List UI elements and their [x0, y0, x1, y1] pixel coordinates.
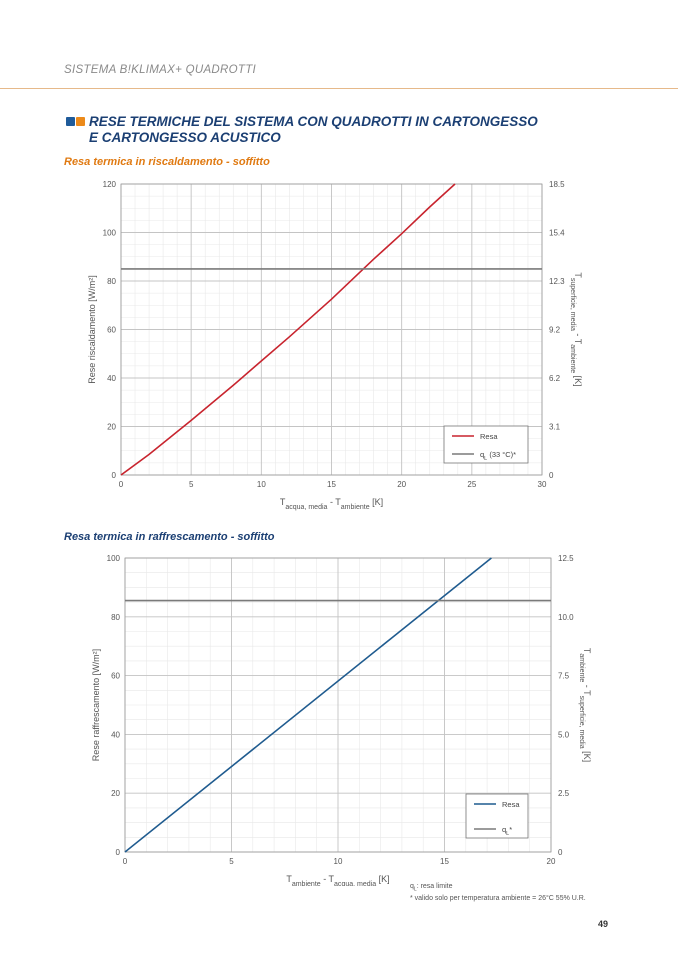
- x-axis-label: Tacqua, media - Tambiente [K]: [280, 497, 383, 511]
- y-tick-label: 40: [107, 374, 116, 383]
- x-tick-label: 10: [334, 857, 343, 866]
- y2-tick-label: 2.5: [558, 789, 570, 798]
- header-divider: [0, 88, 678, 89]
- y2-axis-label: Tambiente - Tsuperficie, media [K]: [579, 648, 593, 762]
- y-tick-label: 100: [107, 554, 121, 563]
- y2-tick-label: 6.2: [549, 374, 561, 383]
- y-tick-label: 80: [107, 277, 116, 286]
- x-tick-label: 5: [189, 480, 194, 489]
- y2-tick-label: 0: [558, 848, 563, 857]
- y2-tick-label: 0: [549, 471, 554, 480]
- y-axis-label: Rese riscaldamento [W/m²]: [87, 275, 97, 384]
- x-tick-label: 20: [397, 480, 406, 489]
- legend-box: [443, 425, 529, 464]
- cooling-chart: 0 5 10 15 2002040608010002.55.07.510.012.5Re…: [91, 554, 593, 886]
- legend-label: qL (33 °C)*: [480, 450, 516, 462]
- y-tick-label: 60: [107, 326, 116, 335]
- heating-chart-title: Resa termica in riscaldamento - soffitto: [64, 156, 270, 168]
- y2-tick-label: 12.5: [558, 554, 574, 563]
- y2-tick-label: 3.1: [549, 423, 561, 432]
- orange-square-icon: [76, 117, 85, 126]
- y-tick-label: 20: [111, 789, 120, 798]
- y-tick-label: 100: [103, 229, 117, 238]
- legend-label: Resa: [502, 800, 520, 809]
- series-line-resa: [124, 557, 492, 853]
- y-tick-label: 0: [116, 848, 121, 857]
- page-number: 49: [598, 919, 609, 929]
- y2-tick-label: 18.5: [549, 180, 565, 189]
- x-tick-label: 15: [440, 857, 449, 866]
- y2-tick-label: 5.0: [558, 730, 570, 739]
- blue-square-icon: [66, 117, 75, 126]
- note-validity: * valido solo per temperatura ambiente =…: [410, 895, 586, 903]
- y2-tick-label: 12.3: [549, 277, 565, 286]
- y2-axis-label: Tsuperficie, media - Tambiente [K]: [570, 272, 584, 386]
- y-tick-label: 60: [111, 672, 120, 681]
- x-tick-label: 5: [229, 857, 234, 866]
- y-tick-label: 20: [107, 423, 116, 432]
- page-title-line2: E CARTONGESSO ACUSTICO: [89, 130, 281, 145]
- y-axis-label: Rese raffrescamento [W/m²]: [91, 649, 101, 761]
- y2-tick-label: 10.0: [558, 613, 574, 622]
- y-tick-label: 40: [111, 730, 120, 739]
- y2-tick-label: 15.4: [549, 229, 565, 238]
- legend-label: qL*: [502, 825, 512, 837]
- x-tick-label: 25: [467, 480, 476, 489]
- note-resa-limite: qL: resa limite: [410, 883, 453, 893]
- x-tick-label: 10: [257, 480, 266, 489]
- y2-tick-label: 7.5: [558, 672, 570, 681]
- page-title: RESE TERMICHE DEL SISTEMA CON QUADROTTI …: [89, 114, 609, 146]
- cooling-chart-title: Resa termica in raffrescamento - soffitt…: [64, 531, 275, 543]
- title-squares-icon: [66, 117, 86, 127]
- plot-frame: [120, 183, 543, 476]
- x-tick-label: 20: [547, 857, 556, 866]
- y-tick-label: 80: [111, 613, 120, 622]
- y-tick-label: 120: [103, 180, 117, 189]
- y-tick-label: 0: [112, 471, 117, 480]
- plot-frame: [124, 557, 552, 853]
- legend-box: [465, 793, 529, 839]
- page-title-line1: RESE TERMICHE DEL SISTEMA CON QUADROTTI …: [89, 114, 538, 129]
- heating-chart: 0 5 10 15 20 25 3002040608010012003.16.29.212.…: [87, 180, 584, 511]
- x-tick-label: 0: [123, 857, 128, 866]
- series-line-resa: [120, 183, 456, 476]
- chart-notes: qL: resa limite * valido solo per temper…: [410, 882, 586, 903]
- legend-label: Resa: [480, 432, 498, 441]
- x-axis-label: Tambiente - Tacqua, media [K]: [286, 874, 389, 886]
- y2-tick-label: 9.2: [549, 326, 561, 335]
- x-tick-label: 15: [327, 480, 336, 489]
- x-tick-label: 30: [538, 480, 547, 489]
- x-tick-label: 0: [119, 480, 124, 489]
- section-header: SISTEMA B!KLIMAX+ QUADROTTI: [64, 64, 257, 76]
